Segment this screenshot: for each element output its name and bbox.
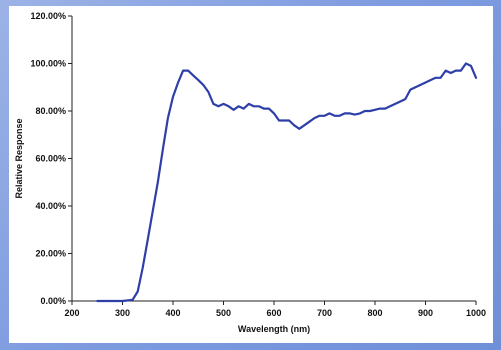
y-axis-title: Relative Response bbox=[14, 118, 24, 198]
y-tick-labels: 0.00% 20.00% 40.00% 60.00% 80.00% 100.00% 120.… bbox=[30, 11, 66, 306]
y-tick-label: 60.00% bbox=[35, 154, 66, 164]
x-tick-label: 600 bbox=[266, 308, 281, 318]
y-tick-label: 40.00% bbox=[35, 201, 66, 211]
x-tick-label: 300 bbox=[115, 308, 130, 318]
x-axis-title: Wavelength (nm) bbox=[238, 324, 310, 334]
axis-ticks bbox=[68, 15, 477, 305]
y-tick-label: 20.00% bbox=[35, 249, 66, 259]
y-tick-label: 120.00% bbox=[30, 11, 66, 21]
x-tick-label: 800 bbox=[367, 308, 382, 318]
response-chart: 0.00% 20.00% 40.00% 60.00% 80.00% 100.00% 120.… bbox=[14, 11, 486, 334]
x-tick-label: 400 bbox=[165, 308, 180, 318]
x-tick-label: 200 bbox=[64, 308, 79, 318]
y-tick-label: 0.00% bbox=[40, 296, 66, 306]
x-tick-label: 900 bbox=[418, 308, 433, 318]
chart-frame: 0.00% 20.00% 40.00% 60.00% 80.00% 100.00% 120.… bbox=[9, 6, 493, 343]
x-tick-label: 700 bbox=[317, 308, 332, 318]
y-tick-label: 80.00% bbox=[35, 106, 66, 116]
x-tick-label: 1000 bbox=[466, 308, 486, 318]
y-tick-label: 100.00% bbox=[30, 59, 66, 69]
series-line bbox=[96, 62, 478, 303]
x-tick-label: 500 bbox=[216, 308, 231, 318]
x-tick-labels: 200 300 400 500 600 700 800 900 1000 bbox=[64, 308, 486, 318]
